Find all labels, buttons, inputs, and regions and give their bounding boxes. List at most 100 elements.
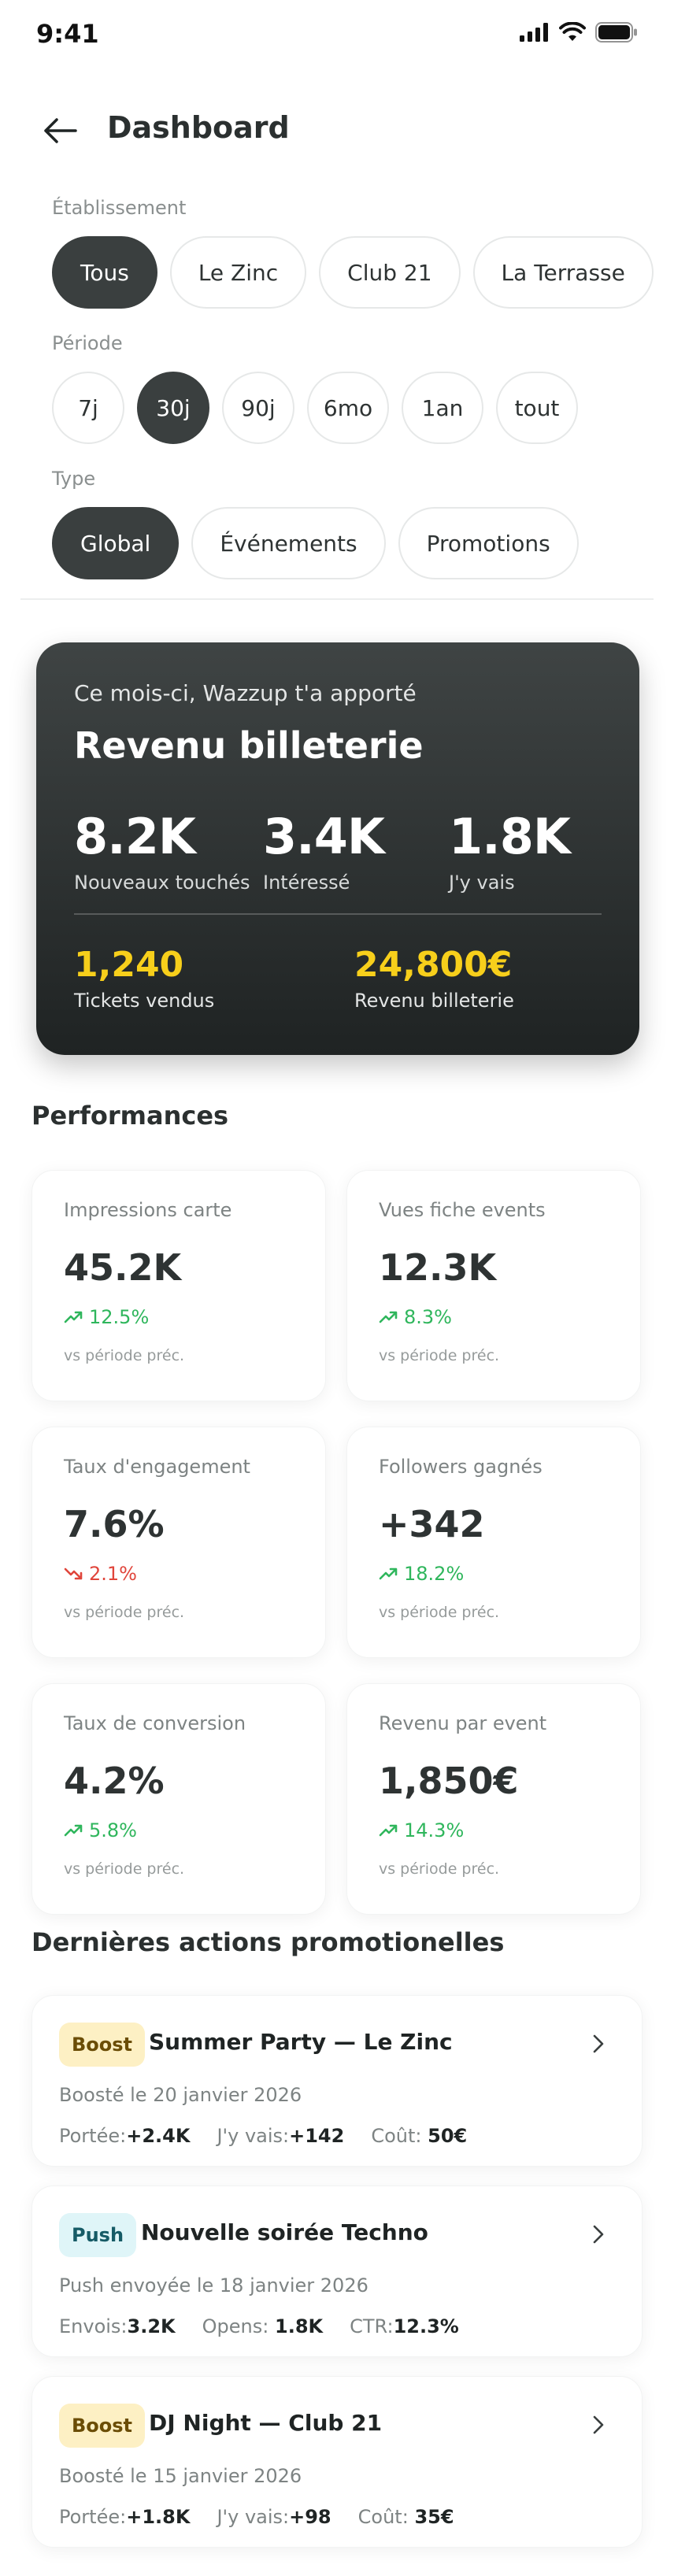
- promo-badge-push: Push: [59, 2213, 137, 2257]
- perf-trend: 2.1%: [64, 1563, 137, 1585]
- perf-trend-value: 14.3%: [404, 1819, 465, 1841]
- promo-stat: Coût: 35€: [357, 2506, 454, 2528]
- chip-type-evenements[interactable]: Événements: [191, 507, 386, 579]
- perf-trend: 18.2%: [379, 1563, 464, 1585]
- perf-label: Vues fiche events: [379, 1199, 546, 1221]
- hero-stat-label: Nouveaux touchés: [74, 872, 250, 894]
- trend-up-icon: [64, 1311, 83, 1323]
- chip-periode-90j[interactable]: 90j: [222, 372, 294, 444]
- promo-title: Summer Party — Le Zinc: [149, 2029, 453, 2055]
- promo-date: Boosté le 20 janvier 2026: [59, 2084, 302, 2106]
- promo-badge-boost: Boost: [59, 2404, 146, 2448]
- promo-stat: CTR:12.3%: [350, 2315, 459, 2337]
- perf-trend: 8.3%: [379, 1306, 452, 1328]
- chip-etablissement-le-zinc[interactable]: Le Zinc: [169, 236, 307, 309]
- chip-etablissement-club-21[interactable]: Club 21: [319, 236, 461, 309]
- perf-label: Taux d'engagement: [64, 1456, 250, 1478]
- filter-label-etablissement: Établissement: [52, 197, 187, 219]
- battery-icon: [595, 22, 637, 43]
- back-button[interactable]: [38, 109, 82, 153]
- hero-kpi-label: Revenu billeterie: [354, 990, 514, 1012]
- promo-stats: Portée:+1.8K J'y vais:+98 Coût: 35€: [59, 2506, 454, 2528]
- chevron-right-icon: [593, 2034, 604, 2053]
- perf-trend-value: 8.3%: [404, 1306, 452, 1328]
- trend-down-icon: [64, 1567, 83, 1580]
- perf-value: 1,850€: [379, 1760, 519, 1802]
- chip-type-global[interactable]: Global: [52, 507, 180, 579]
- chip-periode-1an[interactable]: 1an: [402, 372, 483, 444]
- promo-card-summer-party[interactable]: Boost Summer Party — Le Zinc Boosté le 2…: [31, 1995, 643, 2167]
- filter-label-periode: Période: [52, 332, 123, 354]
- perf-card-followers: Followers gagnés +342 18.2% vs période p…: [346, 1427, 641, 1658]
- promo-stat: Portée:+2.4K: [59, 2125, 191, 2147]
- perf-label: Impressions carte: [64, 1199, 232, 1221]
- status-bar: 9:41: [0, 0, 674, 71]
- promo-badge-boost: Boost: [59, 2023, 146, 2067]
- cellular-signal-icon: [520, 23, 548, 42]
- promo-card-soiree-techno[interactable]: Push Nouvelle soirée Techno Push envoyée…: [31, 2186, 643, 2357]
- trend-up-icon: [64, 1824, 83, 1837]
- promo-date: Boosté le 15 janvier 2026: [59, 2465, 302, 2487]
- promo-stat: Portée:+1.8K: [59, 2506, 191, 2528]
- header: Dashboard: [0, 102, 674, 159]
- hero-subtitle: Ce mois-ci, Wazzup t'a apporté: [74, 680, 417, 706]
- promo-stat: Opens: 1.8K: [202, 2315, 324, 2337]
- chevron-right-icon: [593, 2225, 604, 2244]
- perf-value: 4.2%: [64, 1760, 165, 1802]
- hero-summary-card: Ce mois-ci, Wazzup t'a apporté Revenu bi…: [36, 642, 639, 1055]
- perf-trend-value: 2.1%: [89, 1563, 137, 1585]
- hero-divider: [74, 913, 602, 915]
- promo-card-dj-night[interactable]: Boost DJ Night — Club 21 Boosté le 15 ja…: [31, 2376, 643, 2548]
- perf-trend-value: 12.5%: [89, 1306, 150, 1328]
- perf-trend: 12.5%: [64, 1306, 149, 1328]
- hero-stat-label: J'y vais: [449, 872, 515, 894]
- status-icons: [520, 22, 638, 43]
- hero-stat-value: 3.4K: [263, 808, 385, 865]
- hero-kpi-revenu: 24,800€ Revenu billeterie: [354, 945, 514, 1012]
- chip-type-promotions[interactable]: Promotions: [398, 507, 579, 579]
- hero-stat-interesse: 3.4K Intéressé: [263, 808, 385, 894]
- hero-stat-jy-vais: 1.8K J'y vais: [449, 808, 571, 894]
- promo-stat: Coût: 50€: [371, 2125, 468, 2147]
- page-title: Dashboard: [107, 110, 290, 145]
- chip-etablissement-la-terrasse[interactable]: La Terrasse: [472, 236, 654, 309]
- hero-kpi-value: 1,240: [74, 945, 184, 985]
- perf-label: Revenu par event: [379, 1712, 547, 1734]
- hero-stat-value: 8.2K: [74, 808, 196, 865]
- perf-card-revenu-event: Revenu par event 1,850€ 14.3% vs période…: [346, 1683, 641, 1915]
- perf-value: 7.6%: [64, 1503, 165, 1545]
- promo-stats: Portée:+2.4K J'y vais:+142 Coût: 50€: [59, 2125, 467, 2147]
- chip-row-periode: 7j 30j 90j 6mo 1an tout: [52, 372, 578, 444]
- filters-divider: [20, 598, 654, 600]
- perf-note: vs période préc.: [379, 1860, 500, 1878]
- chip-periode-tout[interactable]: tout: [496, 372, 578, 444]
- performances-title: Performances: [31, 1101, 229, 1131]
- chip-etablissement-tous[interactable]: Tous: [52, 236, 157, 309]
- perf-note: vs période préc.: [64, 1860, 185, 1878]
- promotions-title: Dernières actions promotionelles: [31, 1927, 505, 1957]
- promo-stat: J'y vais:+142: [217, 2125, 345, 2147]
- chip-periode-6mo[interactable]: 6mo: [307, 372, 389, 444]
- perf-trend-value: 18.2%: [404, 1563, 465, 1585]
- hero-stat-value: 1.8K: [449, 808, 571, 865]
- promo-stat: J'y vais:+98: [217, 2506, 331, 2528]
- promo-title: DJ Night — Club 21: [149, 2410, 383, 2436]
- perf-card-vues-fiche: Vues fiche events 12.3K 8.3% vs période …: [346, 1170, 641, 1401]
- trend-up-icon: [379, 1311, 398, 1323]
- perf-label: Taux de conversion: [64, 1712, 246, 1734]
- perf-card-engagement: Taux d'engagement 7.6% 2.1% vs période p…: [31, 1427, 326, 1658]
- hero-stat-nouveaux: 8.2K Nouveaux touchés: [74, 808, 250, 894]
- status-time: 9:41: [36, 19, 99, 49]
- chip-row-etablissement: Tous Le Zinc Club 21 La Terrasse: [52, 236, 654, 309]
- perf-note: vs période préc.: [64, 1347, 185, 1364]
- promo-stat: Envois:3.2K: [59, 2315, 176, 2337]
- promo-date: Push envoyée le 18 janvier 2026: [59, 2274, 368, 2297]
- perf-card-impressions: Impressions carte 45.2K 12.5% vs période…: [31, 1170, 326, 1401]
- perf-trend: 14.3%: [379, 1819, 464, 1841]
- arrow-left-icon: [44, 118, 77, 143]
- chip-periode-30j[interactable]: 30j: [137, 372, 209, 444]
- chip-periode-7j[interactable]: 7j: [52, 372, 124, 444]
- perf-note: vs période préc.: [379, 1604, 500, 1621]
- perf-label: Followers gagnés: [379, 1456, 543, 1478]
- hero-stat-label: Intéressé: [263, 872, 350, 894]
